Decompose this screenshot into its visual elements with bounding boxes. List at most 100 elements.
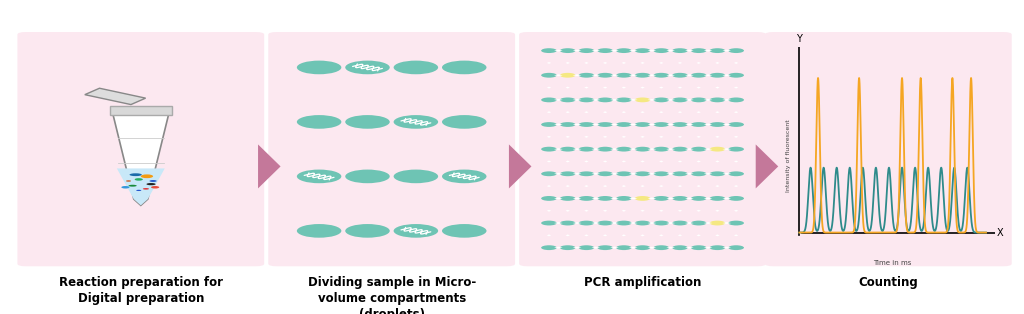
Polygon shape: [629, 50, 638, 51]
Circle shape: [672, 245, 688, 250]
Circle shape: [141, 174, 154, 178]
Polygon shape: [629, 247, 638, 249]
Circle shape: [541, 221, 557, 225]
Polygon shape: [585, 62, 589, 64]
Polygon shape: [703, 222, 713, 224]
Circle shape: [393, 61, 438, 74]
Polygon shape: [715, 136, 720, 138]
Polygon shape: [723, 124, 731, 126]
FancyBboxPatch shape: [268, 32, 515, 266]
Circle shape: [597, 122, 613, 127]
Circle shape: [635, 196, 650, 201]
Circle shape: [597, 245, 613, 250]
Polygon shape: [696, 235, 700, 236]
Polygon shape: [610, 148, 618, 150]
Polygon shape: [565, 87, 570, 89]
Polygon shape: [667, 74, 675, 76]
Polygon shape: [715, 111, 720, 113]
Polygon shape: [715, 210, 720, 212]
Circle shape: [672, 73, 688, 78]
Circle shape: [442, 224, 486, 238]
Polygon shape: [734, 185, 738, 187]
Polygon shape: [610, 50, 618, 51]
Circle shape: [579, 245, 594, 250]
Circle shape: [710, 48, 725, 53]
Polygon shape: [685, 50, 693, 51]
Polygon shape: [703, 50, 713, 51]
Ellipse shape: [129, 173, 141, 176]
Polygon shape: [659, 185, 664, 187]
Circle shape: [653, 147, 669, 152]
Circle shape: [579, 147, 594, 152]
Polygon shape: [640, 136, 645, 138]
Circle shape: [560, 122, 575, 127]
Circle shape: [616, 245, 632, 250]
Circle shape: [691, 221, 707, 225]
Polygon shape: [258, 144, 281, 188]
Polygon shape: [603, 87, 607, 89]
Polygon shape: [554, 148, 562, 150]
Polygon shape: [610, 173, 618, 175]
Polygon shape: [647, 173, 656, 175]
Circle shape: [672, 122, 688, 127]
Polygon shape: [678, 210, 682, 212]
Polygon shape: [622, 235, 626, 236]
Circle shape: [579, 97, 594, 102]
Polygon shape: [678, 62, 682, 64]
Circle shape: [728, 97, 744, 102]
FancyBboxPatch shape: [519, 32, 766, 266]
Circle shape: [616, 147, 632, 152]
Circle shape: [653, 221, 669, 225]
Circle shape: [152, 186, 160, 188]
Polygon shape: [647, 99, 656, 101]
Polygon shape: [585, 235, 589, 236]
Polygon shape: [659, 136, 664, 138]
Polygon shape: [622, 210, 626, 212]
Polygon shape: [629, 99, 638, 101]
Circle shape: [560, 245, 575, 250]
Polygon shape: [723, 74, 731, 76]
Circle shape: [635, 97, 650, 102]
Polygon shape: [585, 185, 589, 187]
Circle shape: [597, 221, 613, 225]
Polygon shape: [547, 111, 551, 113]
Polygon shape: [622, 111, 626, 113]
Polygon shape: [572, 173, 582, 175]
Polygon shape: [565, 160, 570, 162]
Polygon shape: [703, 173, 713, 175]
Polygon shape: [603, 185, 607, 187]
Polygon shape: [703, 247, 713, 249]
Polygon shape: [667, 173, 675, 175]
Polygon shape: [723, 148, 731, 150]
Polygon shape: [696, 210, 700, 212]
Polygon shape: [592, 198, 600, 199]
Circle shape: [635, 48, 650, 53]
Polygon shape: [685, 74, 693, 76]
Polygon shape: [640, 62, 645, 64]
Circle shape: [616, 97, 632, 102]
Polygon shape: [647, 198, 656, 199]
Circle shape: [691, 147, 707, 152]
Text: Dividing sample in Micro-
volume compartments
(droplets): Dividing sample in Micro- volume compart…: [307, 276, 476, 314]
Polygon shape: [685, 124, 693, 126]
Polygon shape: [734, 210, 738, 212]
Circle shape: [597, 171, 613, 176]
Polygon shape: [592, 50, 600, 51]
Polygon shape: [756, 144, 778, 188]
Text: PCR amplification: PCR amplification: [584, 276, 701, 289]
Polygon shape: [547, 136, 551, 138]
Polygon shape: [715, 87, 720, 89]
Polygon shape: [667, 50, 675, 51]
Polygon shape: [565, 210, 570, 212]
Circle shape: [653, 171, 669, 176]
Circle shape: [345, 61, 390, 74]
Polygon shape: [572, 198, 582, 199]
Circle shape: [616, 221, 632, 225]
Polygon shape: [572, 124, 582, 126]
Polygon shape: [585, 136, 589, 138]
Polygon shape: [640, 160, 645, 162]
Polygon shape: [667, 148, 675, 150]
Polygon shape: [667, 247, 675, 249]
Polygon shape: [117, 168, 165, 205]
Circle shape: [616, 196, 632, 201]
